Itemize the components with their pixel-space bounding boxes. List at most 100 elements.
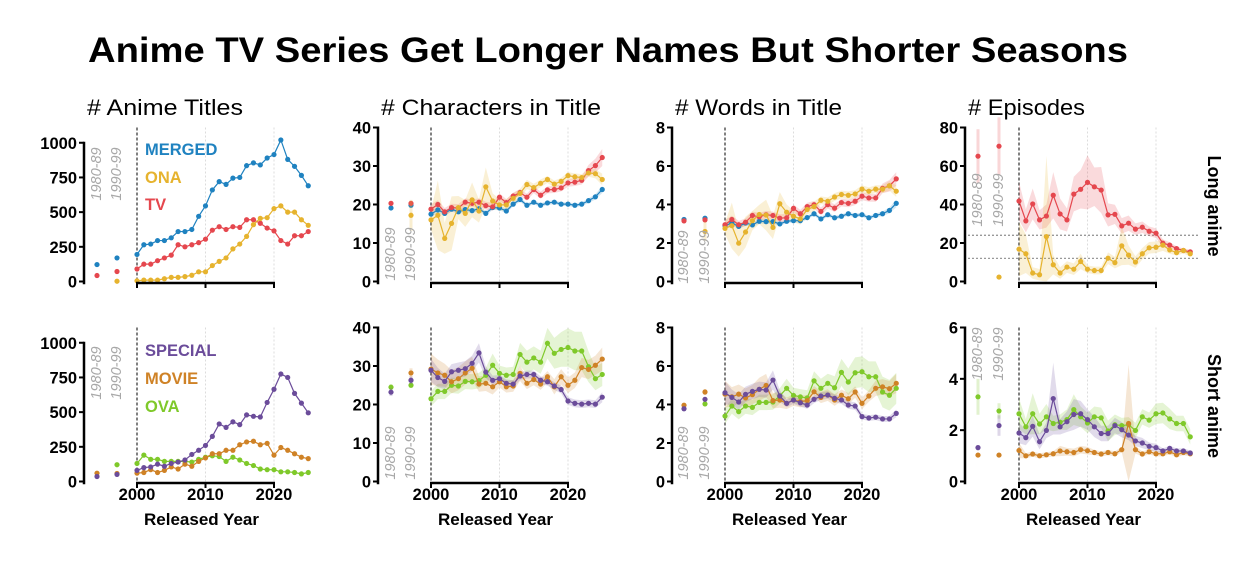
data-point xyxy=(1132,438,1139,444)
data-point xyxy=(244,412,250,418)
data-point xyxy=(182,274,188,280)
data-point xyxy=(558,374,564,380)
decade-label: 1980-89 xyxy=(676,426,692,479)
data-point xyxy=(893,200,899,206)
data-point xyxy=(1071,266,1077,272)
data-point xyxy=(442,209,448,215)
data-point xyxy=(852,198,858,204)
data-point xyxy=(1153,451,1159,457)
data-point xyxy=(845,379,851,385)
x-tick-label: 2020 xyxy=(256,486,293,504)
data-point xyxy=(209,433,215,440)
data-point xyxy=(749,388,756,395)
data-point xyxy=(818,208,824,215)
data-point xyxy=(1112,451,1118,457)
data-point xyxy=(161,237,167,244)
data-point xyxy=(1146,245,1152,251)
data-point xyxy=(818,216,824,222)
data-point xyxy=(141,277,147,283)
data-point xyxy=(1173,245,1180,252)
data-point xyxy=(572,348,578,354)
y-tick-label: 250 xyxy=(49,439,77,457)
y-tick-label: 6 xyxy=(656,358,665,376)
data-point xyxy=(202,455,209,461)
data-point xyxy=(257,220,263,226)
data-point xyxy=(189,463,195,469)
data-point xyxy=(161,255,167,261)
legend-label-movie: MOVIE xyxy=(145,370,198,388)
data-point xyxy=(298,454,304,460)
data-point xyxy=(832,205,838,211)
data-point xyxy=(175,466,181,472)
data-point xyxy=(278,469,284,475)
data-point xyxy=(1119,223,1125,229)
data-point xyxy=(1098,267,1104,274)
data-point xyxy=(790,392,797,399)
series-special xyxy=(134,371,311,474)
data-point xyxy=(216,258,222,264)
data-point xyxy=(1105,212,1111,218)
data-point xyxy=(1119,243,1125,249)
data-point xyxy=(1071,191,1077,197)
data-point xyxy=(428,217,434,223)
data-point xyxy=(305,456,311,462)
data-point xyxy=(1119,447,1125,453)
confidence-band-special xyxy=(725,370,897,422)
data-point xyxy=(462,366,468,372)
data-point xyxy=(1105,430,1111,437)
data-point xyxy=(1119,427,1125,433)
data-point xyxy=(1057,270,1063,276)
data-point xyxy=(503,208,509,214)
data-point xyxy=(1173,452,1180,458)
data-point xyxy=(544,200,551,206)
data-point xyxy=(1057,424,1063,430)
data-point xyxy=(1167,416,1173,422)
data-point xyxy=(141,469,147,476)
data-point xyxy=(237,174,243,181)
data-point xyxy=(469,360,475,366)
data-point xyxy=(448,369,455,375)
data-point xyxy=(448,204,455,211)
data-point xyxy=(838,213,845,219)
data-point xyxy=(1050,420,1056,427)
data-point xyxy=(599,186,605,193)
y-tick-label: 10 xyxy=(353,235,371,253)
series-ona xyxy=(134,203,311,284)
data-point xyxy=(886,183,893,189)
data-point xyxy=(524,359,530,365)
data-point xyxy=(189,451,195,458)
data-point xyxy=(572,400,578,406)
data-point xyxy=(1146,449,1152,455)
data-point xyxy=(1173,448,1180,454)
data-point xyxy=(490,384,496,390)
data-point xyxy=(230,454,236,460)
data-point xyxy=(558,185,564,191)
x-tick-label: 2010 xyxy=(775,486,812,504)
data-point xyxy=(1091,184,1097,190)
decade-label: 1980-89 xyxy=(970,173,986,226)
data-point xyxy=(264,225,270,231)
data-point xyxy=(1153,445,1159,451)
data-point xyxy=(1078,186,1084,192)
data-point xyxy=(1084,179,1091,185)
data-point xyxy=(285,447,291,453)
data-point xyxy=(161,276,167,282)
panel-words-in-title-long-anime: 1980-89 1990-99 0 2 4 6 8 # Words in Title xyxy=(656,95,899,292)
y-tick-label: 2 xyxy=(656,235,665,253)
data-point xyxy=(538,180,544,186)
data-point xyxy=(1050,451,1056,457)
y-tick-label: 0 xyxy=(656,474,665,492)
data-point xyxy=(148,277,154,283)
data-point xyxy=(531,355,537,361)
y-tick-label: 4 xyxy=(656,197,666,215)
data-point xyxy=(257,414,263,420)
data-point xyxy=(230,224,236,230)
data-point xyxy=(1167,247,1173,253)
data-point xyxy=(209,227,215,233)
data-point xyxy=(736,240,742,246)
data-point xyxy=(1030,270,1036,276)
panel-words-in-title-short-anime: 1980-89 1990-99 0 2 4 6 8 2000 2010 2020 Released … xyxy=(656,320,899,529)
data-point xyxy=(558,201,564,207)
data-point xyxy=(202,236,209,242)
data-point xyxy=(879,416,886,422)
